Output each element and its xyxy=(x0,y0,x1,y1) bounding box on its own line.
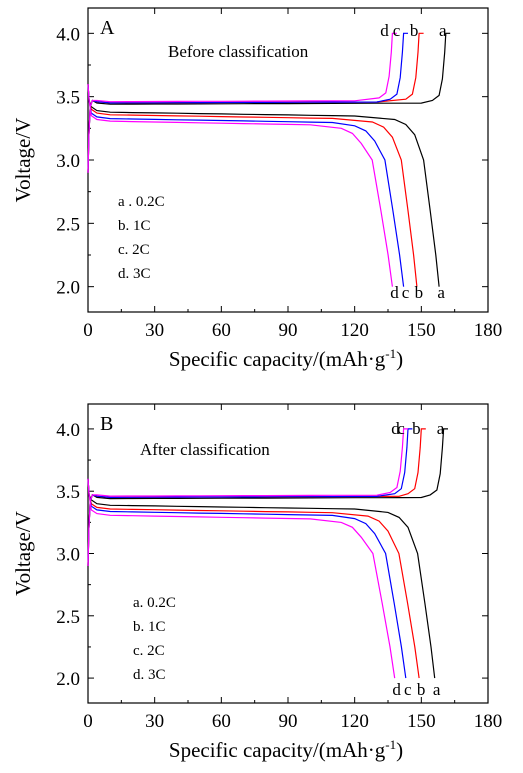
curve-label-bottom: c xyxy=(402,283,410,302)
legend-entry: a . 0.2C xyxy=(118,194,165,210)
y-tick-label: 4.0 xyxy=(56,24,80,45)
discharge-curve-c xyxy=(87,83,405,287)
discharge-curve-d xyxy=(87,83,393,287)
x-tick-label: 180 xyxy=(474,320,503,341)
charge-curve-a xyxy=(87,428,448,567)
x-tick-label: 180 xyxy=(474,711,503,732)
x-tick-label: 150 xyxy=(407,320,436,341)
charge-curve-d xyxy=(87,428,408,567)
legend-entry: d. 3C xyxy=(133,667,166,683)
charge-curve-a xyxy=(87,32,451,173)
curve-label-bottom: c xyxy=(404,680,412,699)
y-tick-label: 3.5 xyxy=(56,88,80,109)
curve-label-top: c xyxy=(397,419,405,438)
curve-label-top: a xyxy=(437,419,445,438)
curve-label-bottom: a xyxy=(437,283,445,302)
x-tick-label: 60 xyxy=(212,711,231,732)
x-tick-label: 60 xyxy=(212,320,231,341)
condition-label: Before classification xyxy=(168,42,309,61)
y-tick-label: 2.0 xyxy=(56,278,80,299)
legend-entry: b. 1C xyxy=(133,619,166,635)
x-tick-label: 150 xyxy=(407,711,436,732)
x-tick-label: 120 xyxy=(340,711,369,732)
curve-label-bottom: b xyxy=(415,283,424,302)
x-tick-label: 90 xyxy=(279,711,298,732)
curve-label-bottom: a xyxy=(433,680,441,699)
legend-entry: a. 0.2C xyxy=(133,595,176,611)
curve-label-top: a xyxy=(439,21,447,40)
curve-label-top: d xyxy=(380,21,389,40)
y-axis-label: Voltage/V xyxy=(11,118,35,203)
legend-entry: c. 2C xyxy=(118,242,150,258)
y-tick-label: 3.5 xyxy=(56,482,80,503)
legend-entry: c. 2C xyxy=(133,643,165,659)
x-tick-label: 90 xyxy=(279,320,298,341)
charge-curve-d xyxy=(87,32,397,173)
x-tick-label: 0 xyxy=(83,320,93,341)
panel-B: 0 30 60 90 120 150 180 2.0 2.5 3.0 3.5 4.0 Specific … xyxy=(11,403,503,762)
y-tick-label: 2.0 xyxy=(56,669,80,690)
discharge-curve-a xyxy=(87,478,436,679)
charge-curve-c xyxy=(87,428,413,567)
y-tick-label: 2.5 xyxy=(56,214,80,235)
y-tick-label: 4.0 xyxy=(56,420,80,441)
x-tick-label: 30 xyxy=(145,320,164,341)
y-tick-label: 2.5 xyxy=(56,607,80,628)
x-tick-label: 30 xyxy=(145,711,164,732)
discharge-curve-d xyxy=(87,478,396,679)
condition-label: After classification xyxy=(140,440,270,459)
x-tick-label: 0 xyxy=(83,711,93,732)
legend-entry: d. 3C xyxy=(118,266,151,282)
discharge-curve-b xyxy=(87,478,420,679)
panel-letter: B xyxy=(100,413,113,435)
curve-label-top: d xyxy=(391,419,400,438)
curve-label-bottom: d xyxy=(390,283,399,302)
panel-A: 0 30 60 90 120 150 180 2.0 2.5 3.0 3.5 4.0 Specific … xyxy=(11,7,503,371)
curve-label-top: b xyxy=(410,21,419,40)
curve-label-bottom: d xyxy=(392,680,401,699)
discharge-curve-a xyxy=(87,83,440,287)
curve-label-bottom: b xyxy=(417,680,426,699)
curve-label-top: b xyxy=(412,419,421,438)
x-axis-label: Specific capacity/(mAh·g-1) xyxy=(169,346,403,371)
x-axis-label: Specific capacity/(mAh·g-1) xyxy=(169,737,403,762)
discharge-curve-c xyxy=(87,478,407,679)
y-tick-label: 3.0 xyxy=(56,545,80,566)
legend-entry: b. 1C xyxy=(118,218,151,234)
x-tick-label: 120 xyxy=(340,320,369,341)
y-tick-label: 3.0 xyxy=(56,151,80,172)
curve-label-top: c xyxy=(393,21,401,40)
panel-letter: A xyxy=(100,17,115,39)
charge-curve-c xyxy=(87,32,408,173)
discharge-curve-b xyxy=(87,83,418,287)
y-axis-label: Voltage/V xyxy=(11,511,35,596)
